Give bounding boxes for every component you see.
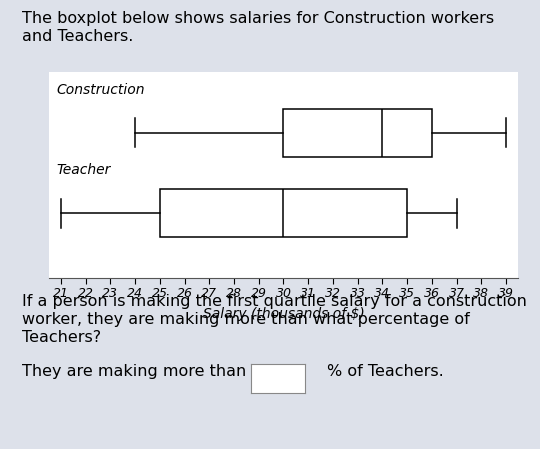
Text: They are making more than: They are making more than [22, 364, 246, 379]
Text: worker, they are making more than what percentage of: worker, they are making more than what p… [22, 312, 469, 327]
Bar [284, 109, 432, 157]
Bar [160, 189, 407, 237]
Text: Teacher: Teacher [56, 163, 110, 177]
Text: The boxplot below shows salaries for Construction workers: The boxplot below shows salaries for Con… [22, 11, 494, 26]
Text: If a person is making the first quartile salary for a construction: If a person is making the first quartile… [22, 294, 526, 309]
Text: and Teachers.: and Teachers. [22, 29, 133, 44]
X-axis label: Salary (thousands of $): Salary (thousands of $) [202, 307, 364, 321]
Text: Construction: Construction [56, 83, 145, 97]
Text: Teachers?: Teachers? [22, 330, 101, 345]
Text: % of Teachers.: % of Teachers. [327, 364, 443, 379]
